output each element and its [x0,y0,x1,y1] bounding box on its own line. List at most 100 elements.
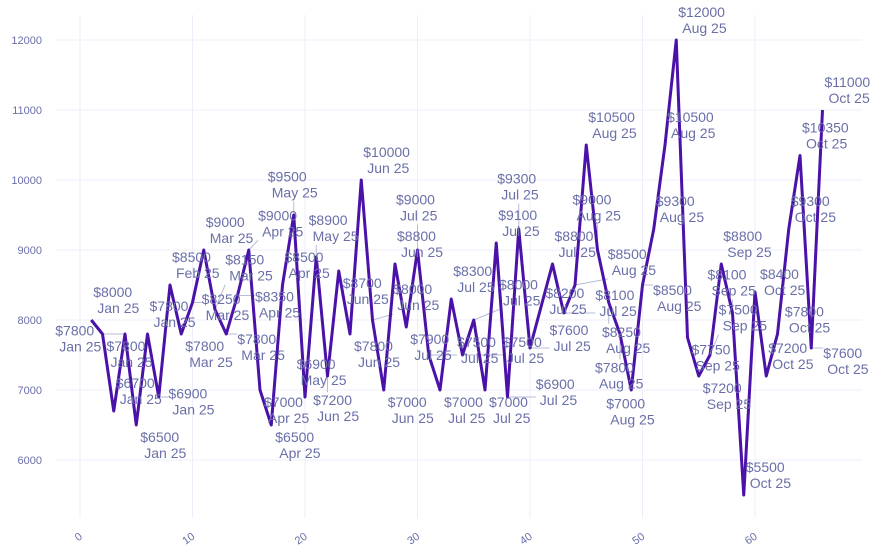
data-label-value: $8100 [595,287,634,303]
data-label-value: $7500 [457,334,496,350]
data-label-value: $7200 [703,380,742,396]
data-label-month: Jul 25 [553,338,591,354]
data-label-value: $5500 [746,459,785,475]
y-tick-label: 8000 [18,315,42,327]
data-label-value: $7800 [150,298,189,314]
data-label-value: $7600 [823,345,862,361]
data-label-value: $7800 [354,338,393,354]
series-line-group [90,38,824,497]
data-label-month: Jun 25 [367,160,409,176]
data-label-month: Jul 25 [549,301,587,317]
data-label-value: $7600 [549,322,588,338]
data-label-month: Aug 25 [682,20,727,36]
leader-line [248,239,259,251]
leader-line [214,284,226,310]
data-label-value: $9000 [206,214,245,230]
data-label-value: $10000 [363,144,410,160]
data-label-month: Jan 25 [97,300,139,316]
data-label-value: $10500 [667,109,714,125]
data-label-month: Oct 25 [750,475,791,491]
data-label-value: $7000 [489,394,528,410]
data-label-value: $6900 [536,376,575,392]
data-label-value: $8150 [225,252,264,268]
data-label-value: $8250 [202,291,241,307]
data-label-value: $6900 [297,356,336,372]
x-tick-label: 50 [630,531,647,548]
data-label-month: Feb 25 [176,265,220,281]
data-label-value: $8350 [255,288,294,304]
leader-line [473,309,500,321]
y-tick-label: 12000 [11,35,42,47]
data-label-month: Jan 25 [120,391,162,407]
data-label-month: Jul 25 [457,279,495,295]
data-label-month: May 25 [301,372,347,388]
data-label-month: Jun 25 [397,297,439,313]
y-tick-label: 11000 [12,105,42,117]
data-label-month: Oct 25 [806,136,847,152]
data-label-month: Aug 25 [599,376,644,392]
data-label-month: May 25 [313,228,359,244]
data-label-month: Oct 25 [829,90,870,106]
data-label-month: Aug 25 [577,208,622,224]
data-label-month: Jan 25 [144,445,186,461]
data-label-value: $6500 [140,429,179,445]
data-label-month: Apr 25 [268,410,309,426]
data-label-value: $7200 [768,340,807,356]
data-label-month: Aug 25 [606,340,651,356]
data-label-month: Sep 25 [712,283,757,299]
data-label-value: $8000 [393,281,432,297]
data-label-month: Apr 25 [289,265,330,281]
data-label-month: Sep 25 [727,244,772,260]
x-tick-label: 60 [743,531,760,548]
data-label-month: Jun 25 [358,354,400,370]
data-label-month: Mar 25 [241,347,285,363]
data-label-value: $7500 [719,302,758,318]
data-label-month: Apr 25 [259,304,300,320]
x-tick-label: 30 [405,531,422,548]
data-label-value: $9100 [498,207,537,223]
data-label-month: Jul 25 [414,347,452,363]
data-label-value: $9000 [573,192,612,208]
data-label-value: $7800 [107,338,146,354]
data-label-month: Jul 25 [502,223,540,239]
data-label-month: Jan 25 [172,401,214,417]
data-label-value: $6500 [275,429,314,445]
data-label-month: Jun 25 [347,291,389,307]
data-label-value: $9300 [791,193,830,209]
data-label-month: Jul 25 [559,244,597,260]
data-label-value: $8250 [602,324,641,340]
data-label-value: $7800 [595,360,634,376]
data-label-value: $8800 [397,228,436,244]
data-label-value: $9000 [396,192,435,208]
data-label-value: $8100 [708,267,747,283]
